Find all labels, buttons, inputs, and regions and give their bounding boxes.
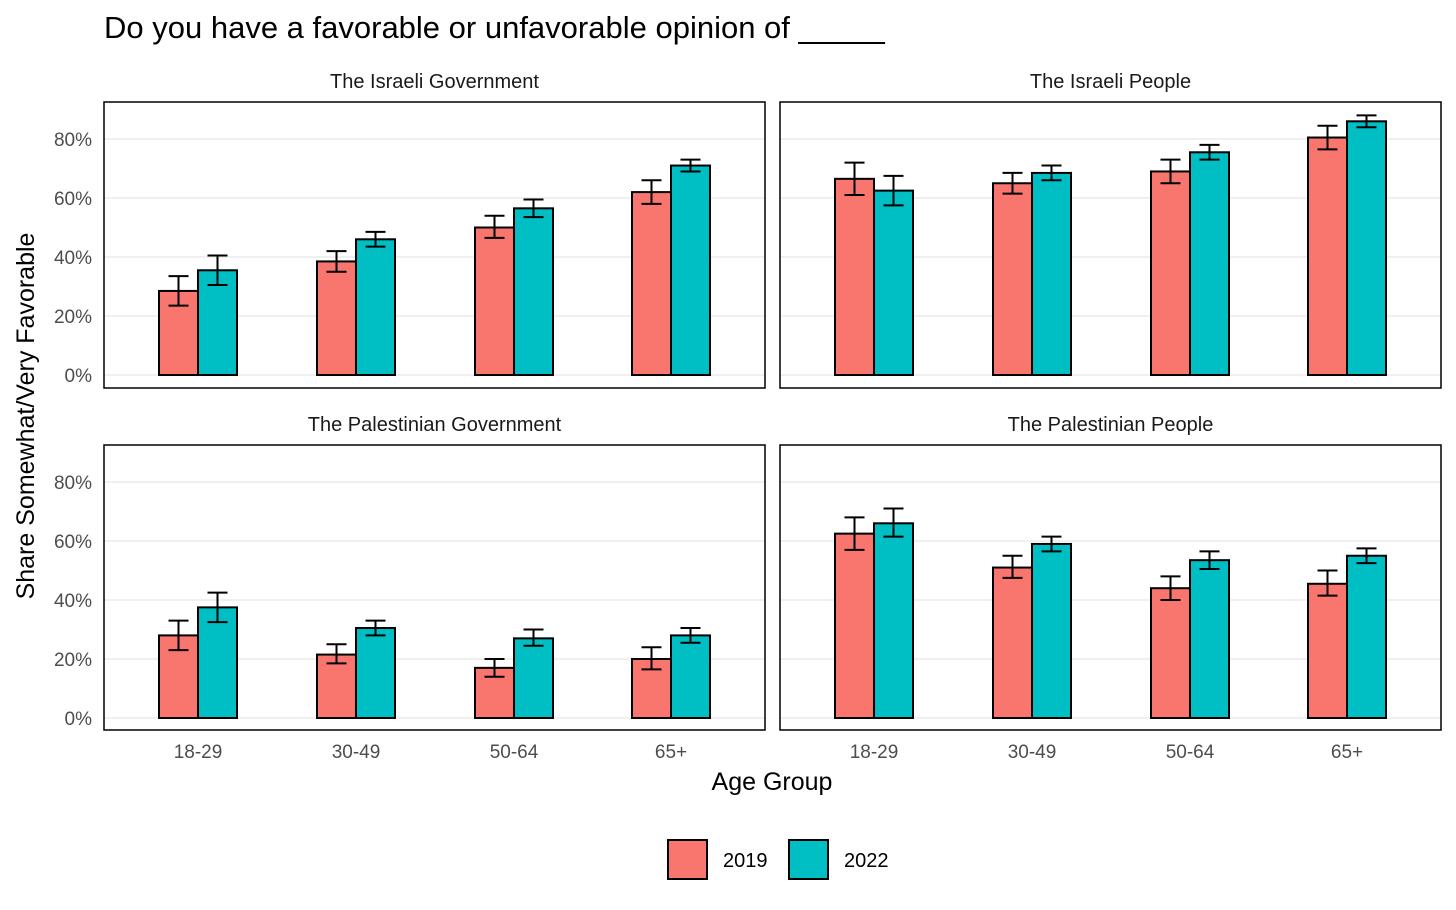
error-bar [168,619,189,652]
bar-2019-30-49 [992,566,1033,719]
error-bar [844,161,865,197]
legend-key-2019 [667,839,708,880]
y-tick-label: 60% [54,189,92,210]
facet-title: The Palestinian People [1008,414,1214,436]
error-bar [168,275,189,307]
bar-2022-65+ [1346,554,1387,719]
facet-panel: The Palestinian Government 0% 20% 40% 60% 80%… [54,414,766,763]
error-bar [641,179,662,205]
facet-panel: The Israeli People [779,71,1442,389]
x-tick-label: 18-29 [174,742,223,763]
error-bar [680,158,701,173]
bar-2019-50-64 [1150,170,1191,376]
error-bar [883,507,904,538]
y-tick-label: 80% [54,473,92,494]
bar-2022-50-64 [1189,559,1230,719]
bar-2019-30-49 [316,260,357,376]
x-tick-label: 18-29 [850,742,899,763]
facet-panel: The Israeli Government 0% 20% 40% 60% 80% [54,71,766,389]
bar-2022-18-29 [873,189,914,376]
bar-2022-65+ [1346,120,1387,376]
x-tick-label: 65+ [655,742,687,763]
y-tick-label: 80% [54,130,92,151]
facet-panel: The Palestinian People 18-29 30-49 50-64 65+ [779,414,1442,763]
error-bar [484,658,505,678]
bar-2022-30-49 [1031,171,1072,376]
error-bar [484,214,505,239]
error-bar [1199,143,1220,161]
error-bar [207,254,228,287]
bar-2022-50-64 [1189,151,1230,376]
bar-2019-18-29 [834,177,875,376]
bar-2022-18-29 [873,522,914,719]
bar-2019-65+ [1307,136,1348,376]
facet-panels: The Israeli Government0%20%40%60%80%The … [54,71,1442,763]
legend: 2019 2022 [667,839,889,880]
facet-title: The Israeli Government [330,71,539,93]
error-bar [1041,535,1062,553]
bar-2022-50-64 [513,207,554,376]
panel-border [779,444,1442,731]
x-axis-title: Age Group [712,768,833,796]
error-bar [1356,114,1377,129]
error-bar [641,646,662,671]
y-tick-label: 60% [54,532,92,553]
bar-2022-18-29 [197,606,238,719]
bar-2019-30-49 [992,182,1033,376]
y-tick-label: 40% [54,248,92,269]
x-tick-label: 50-64 [490,742,539,763]
bar-2019-50-64 [474,226,515,376]
error-bar [523,198,544,219]
y-tick-label: 0% [65,709,93,730]
facet-title: The Palestinian Government [308,414,562,436]
y-tick-label: 0% [65,366,93,387]
bar-2019-65+ [1307,582,1348,720]
legend-label-2022: 2022 [844,850,889,872]
x-tick-label: 30-49 [1008,742,1057,763]
error-bar [326,643,347,665]
error-bar [1160,575,1181,601]
legend-label-2019: 2019 [723,850,768,872]
error-bar [1199,550,1220,571]
bar-2022-30-49 [355,238,396,376]
x-tick-label: 30-49 [332,742,381,763]
error-bar [1002,554,1023,579]
bar-2022-18-29 [197,269,238,376]
error-bar [680,627,701,644]
error-bar [1041,164,1062,182]
y-tick-label: 40% [54,591,92,612]
bar-2022-65+ [670,634,711,720]
error-bar [523,628,544,647]
bar-2022-65+ [670,164,711,376]
error-bar [1317,569,1338,597]
x-tick-label: 65+ [1331,742,1363,763]
chart-title: Do you have a favorable or unfavorable o… [104,10,885,45]
panel-border [103,101,766,389]
error-bar [1002,171,1023,195]
error-bar [883,174,904,207]
error-bar [844,516,865,551]
y-axis-title: Share Somewhat/Very Favorable [12,233,40,600]
error-bar [1317,124,1338,151]
error-bar [365,230,386,248]
x-tick-label: 50-64 [1166,742,1215,763]
bar-2022-30-49 [1031,542,1072,720]
error-bar [207,591,228,624]
error-bar [1356,547,1377,565]
y-tick-label: 20% [54,650,92,671]
bar-2022-50-64 [513,637,554,719]
panel-border [779,101,1442,389]
bar-2019-18-29 [834,532,875,719]
y-tick-label: 20% [54,307,92,328]
error-bar [365,619,386,637]
error-bar [326,250,347,273]
bar-2022-30-49 [355,627,396,720]
bar-2019-65+ [631,191,672,376]
facet-title: The Israeli People [1030,71,1191,93]
panel-border [103,444,766,731]
bar-2019-50-64 [1150,587,1191,720]
error-bar [1160,158,1181,185]
legend-key-2022 [788,839,829,880]
